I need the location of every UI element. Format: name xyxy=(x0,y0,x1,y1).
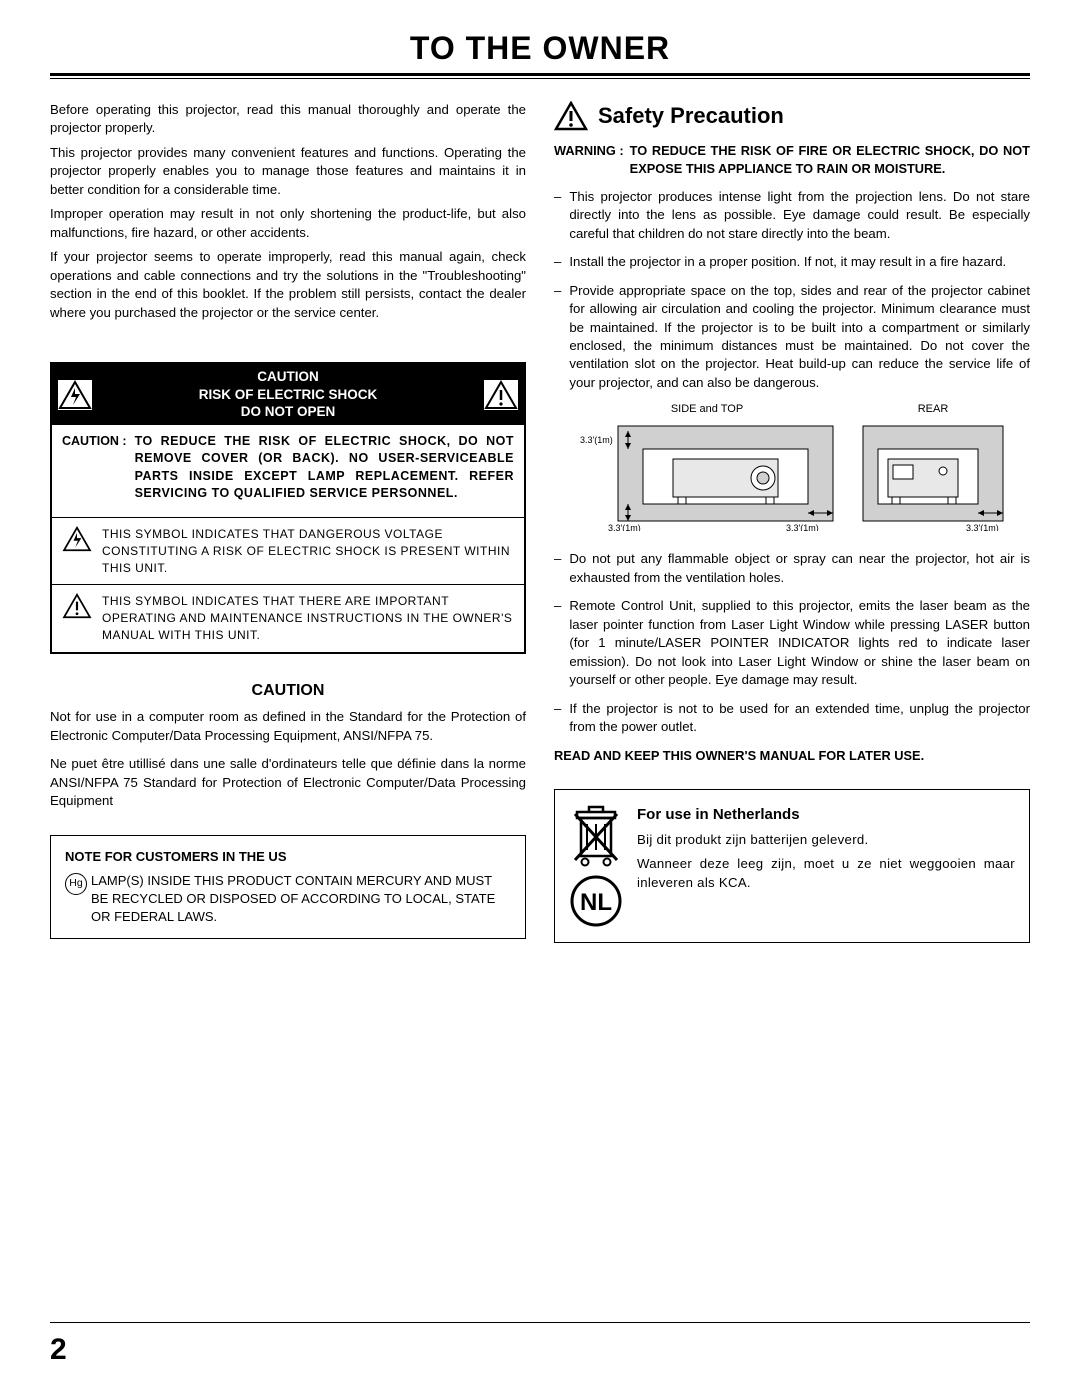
bullets-top: This projector produces intense light fr… xyxy=(554,188,1030,393)
bullet-text: If the projector is not to be used for a… xyxy=(569,700,1030,737)
dim-text: 3.3'(1m) xyxy=(786,523,819,531)
safety-heading: Safety Precaution xyxy=(554,101,1030,132)
warning-icon xyxy=(62,593,92,619)
hg-icon: Hg xyxy=(65,873,87,895)
sub-caution-p2: Ne puet être utillisé dans une salle d'o… xyxy=(50,755,526,810)
nl-p1: Bij dit produkt zijn batterijen geleverd… xyxy=(637,831,1015,849)
fig-label-right: REAR xyxy=(836,402,1030,417)
fig-label-left: SIDE and TOP xyxy=(578,402,836,417)
intro-p4: If your projector seems to operate impro… xyxy=(50,248,526,322)
dim-text: 3.3'(1m) xyxy=(608,523,641,531)
caution-body: CAUTION : TO REDUCE THE RISK OF ELECTRIC… xyxy=(52,425,524,517)
bullet-text: Provide appropriate space on the top, si… xyxy=(569,282,1030,393)
symbol2-text: THIS SYMBOL INDICATES THAT THERE ARE IMP… xyxy=(102,593,514,643)
caution-h1: CAUTION xyxy=(92,368,484,386)
page-title: TO THE OWNER xyxy=(50,30,1030,73)
us-note-title: NOTE FOR CUSTOMERS IN THE US xyxy=(65,848,511,866)
intro-p3: Improper operation may result in not onl… xyxy=(50,205,526,242)
nl-icons: NL xyxy=(569,804,623,928)
clearance-figure: SIDE and TOP REAR 3.3'(1m) 3.3'(1m) 3 xyxy=(578,402,1030,536)
title-rule xyxy=(50,73,1030,79)
bullet-text: Install the projector in a proper positi… xyxy=(569,253,1006,271)
bullet-text: This projector produces intense light fr… xyxy=(569,188,1030,243)
page-number: 2 xyxy=(50,1333,67,1367)
nl-p2: Wanneer deze leeg zijn, moet u ze niet w… xyxy=(637,855,1015,892)
symbol-table: THIS SYMBOL INDICATES THAT DANGEROUS VOL… xyxy=(52,517,524,652)
clearance-svg: 3.3'(1m) 3.3'(1m) 3.3'(1m) 3.3'(1m) xyxy=(578,421,1008,531)
sub-caution-title: CAUTION xyxy=(50,680,526,702)
warning-label: WARNING : xyxy=(554,142,624,178)
sub-caution-p1: Not for use in a computer room as define… xyxy=(50,708,526,745)
no-trash-icon xyxy=(569,804,623,868)
warning-block: WARNING : TO REDUCE THE RISK OF FIRE OR … xyxy=(554,142,1030,178)
shock-icon xyxy=(58,380,92,410)
dim-text: 3.3'(1m) xyxy=(580,435,613,445)
nl-text: For use in Netherlands Bij dit produkt z… xyxy=(637,804,1015,928)
nl-label: NL xyxy=(580,889,612,916)
caution-h2: RISK OF ELECTRIC SHOCK xyxy=(92,386,484,404)
safety-title: Safety Precaution xyxy=(598,101,784,132)
nl-title: For use in Netherlands xyxy=(637,804,1015,825)
us-note-text: LAMP(S) INSIDE THIS PRODUCT CONTAIN MERC… xyxy=(91,872,511,927)
dim-text: 3.3'(1m) xyxy=(966,523,999,531)
netherlands-box: NL For use in Netherlands Bij dit produk… xyxy=(554,789,1030,943)
caution-body-text: TO REDUCE THE RISK OF ELECTRIC SHOCK, DO… xyxy=(135,433,514,503)
symbol1-text: THIS SYMBOL INDICATES THAT DANGEROUS VOL… xyxy=(102,526,514,576)
warning-text: TO REDUCE THE RISK OF FIRE OR ELECTRIC S… xyxy=(630,142,1030,178)
bullets-bottom: Do not put any flammable object or spray… xyxy=(554,550,1030,736)
bullet-text: Do not put any flammable object or spray… xyxy=(569,550,1030,587)
us-note-box: NOTE FOR CUSTOMERS IN THE US Hg LAMP(S) … xyxy=(50,835,526,940)
bullet-text: Remote Control Unit, supplied to this pr… xyxy=(569,597,1030,689)
caution-header: CAUTION RISK OF ELECTRIC SHOCK DO NOT OP… xyxy=(52,364,524,425)
caution-body-label: CAUTION : xyxy=(62,433,127,503)
caution-box: CAUTION RISK OF ELECTRIC SHOCK DO NOT OP… xyxy=(50,362,526,653)
nl-badge-icon: NL xyxy=(569,874,623,928)
bottom-rule xyxy=(50,1322,1030,1323)
right-column: Safety Precaution WARNING : TO REDUCE TH… xyxy=(554,101,1030,943)
caution-h3: DO NOT OPEN xyxy=(92,403,484,421)
warning-icon xyxy=(484,380,518,410)
intro-p2: This projector provides many convenient … xyxy=(50,144,526,199)
shock-icon xyxy=(62,526,92,552)
intro-p1: Before operating this projector, read th… xyxy=(50,101,526,138)
read-keep: READ AND KEEP THIS OWNER'S MANUAL FOR LA… xyxy=(554,747,1030,765)
left-column: Before operating this projector, read th… xyxy=(50,101,526,943)
warning-icon xyxy=(554,101,588,131)
